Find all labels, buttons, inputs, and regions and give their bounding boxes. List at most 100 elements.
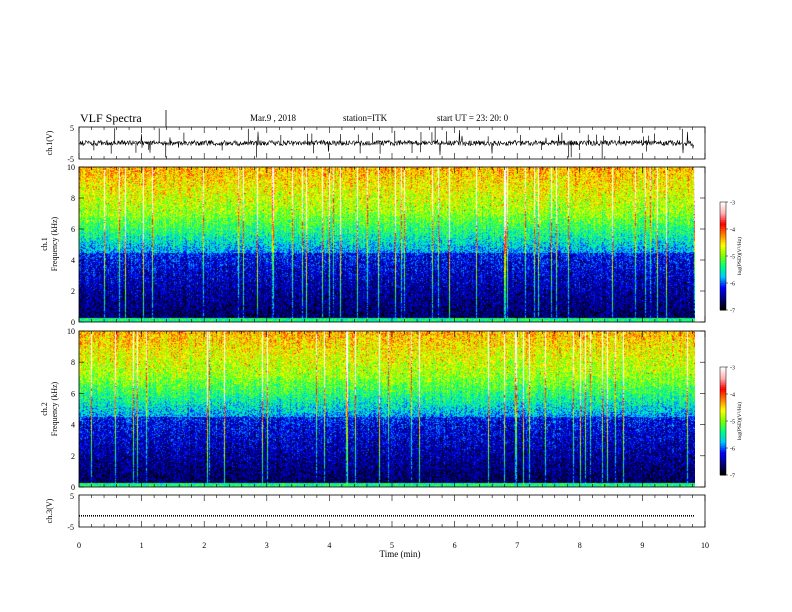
x-tick-label: 9: [640, 541, 644, 550]
colorbar-swatch: [720, 265, 726, 268]
x-tick-label: 5: [390, 541, 394, 550]
ch1-spectrogram-panel: 10 8 6 4 2 0 ch.1 Frequency (kHz): [40, 163, 706, 327]
colorbar-swatch: [720, 229, 726, 232]
colorbar-tick-label: -6: [730, 282, 735, 288]
x-axis-label: Time (min): [380, 549, 421, 559]
colorbar-swatch: [720, 293, 726, 297]
colorbar-swatch: [720, 279, 726, 282]
colorbar-swatch: [720, 234, 726, 237]
figure-title: VLF Spectra: [80, 111, 142, 125]
colorbar-swatch: [720, 241, 726, 244]
x-tick-label: 2: [202, 541, 206, 550]
colorbar-swatch: [720, 446, 726, 449]
ch2-spectrogram-panel: 10 8 6 4 2 0 ch.2 Frequency (kHz): [40, 327, 706, 492]
colorbar-swatch: [720, 372, 726, 375]
colorbar-tick-label: -4: [730, 228, 735, 234]
colorbar-swatch: [720, 471, 726, 474]
colorbar-swatch: [720, 410, 726, 413]
colorbar-swatch: [720, 426, 726, 429]
colorbar-tick-label: -5: [730, 255, 735, 261]
colorbar-swatch: [720, 227, 726, 230]
y-tick-label: 0: [71, 483, 75, 492]
colorbar-label: log(PSD)(V²/Hz): [736, 237, 743, 275]
colorbar-swatch: [720, 221, 726, 225]
colorbar-swatch: [720, 202, 726, 205]
colorbar-swatch: [720, 381, 726, 384]
colorbar-swatch: [720, 232, 726, 235]
colorbar-swatch: [720, 207, 726, 210]
colorbar-swatch: [720, 223, 726, 226]
colorbar-swatch: [720, 457, 726, 460]
x-tick-label: 1: [140, 541, 144, 550]
x-tick-label: 0: [77, 541, 81, 550]
x-tick-label: 6: [453, 541, 457, 550]
colorbar-tick-label: -4: [730, 393, 735, 399]
ch2-spec-yticks: 10 8 6 4 2 0: [67, 327, 705, 492]
x-tick-label: 4: [327, 541, 331, 550]
colorbar-swatch: [720, 216, 726, 219]
colorbar-swatch: [720, 386, 726, 390]
colorbar-tick-label: -3: [730, 366, 735, 372]
colorbar-swatch: [720, 256, 726, 259]
colorbar-swatch: [720, 431, 726, 435]
colorbar-swatch: [720, 290, 726, 293]
ch2-spec-ylabel-1: ch.2: [40, 402, 49, 416]
colorbar-swatch: [720, 203, 726, 207]
colorbar-swatch: [720, 435, 726, 438]
colorbar-swatch: [720, 395, 726, 399]
y-tick-label: 8: [71, 358, 75, 367]
colorbar-swatch: [720, 259, 726, 262]
colorbar-swatch: [720, 302, 726, 306]
ch3-wave-tick-bottom: -5: [67, 523, 74, 532]
colorbar-swatch: [720, 406, 726, 409]
colorbar-swatch: [720, 245, 726, 248]
colorbar-swatch: [720, 218, 726, 221]
colorbar-swatch: [720, 469, 726, 472]
colorbar-swatch: [720, 451, 726, 454]
ch3-waveform-panel: 5 -5 ch.3(V): [45, 492, 706, 532]
colorbar-swatch: [720, 368, 726, 372]
y-tick-label: 10: [67, 327, 75, 336]
ch1-waveform-trace: [78, 127, 695, 159]
colorbar-swatch: [720, 453, 726, 456]
colorbar-swatch: [720, 422, 726, 426]
colorbar-swatch: [720, 466, 726, 469]
colorbar-swatch: [720, 439, 726, 442]
y-tick-label: 4: [71, 421, 75, 430]
colorbar-swatch: [720, 460, 726, 463]
colorbar-swatch: [720, 304, 726, 307]
colorbar-swatch: [720, 442, 726, 445]
y-tick-label: 0: [71, 318, 75, 327]
colorbar-swatch: [720, 277, 726, 280]
date-label: Mar.9 , 2018: [250, 113, 296, 123]
colorbar-swatch: [720, 211, 726, 214]
colorbar-swatch: [720, 458, 726, 462]
colorbar-swatch: [720, 462, 726, 465]
colorbar-swatch: [720, 270, 726, 273]
colorbar-swatch: [720, 424, 726, 427]
colorbar-swatch: [720, 205, 726, 208]
colorbar-swatch: [720, 413, 726, 417]
ch2-spectrogram-image: [79, 331, 695, 487]
colorbar-swatch: [720, 214, 726, 217]
colorbar-swatch: [720, 272, 726, 275]
colorbar-swatch: [720, 308, 726, 311]
colorbar-swatch: [720, 437, 726, 440]
colorbar-swatch: [720, 292, 726, 295]
y-tick-label: 8: [71, 194, 75, 203]
colorbar-swatch: [720, 212, 726, 216]
colorbar-swatch: [720, 430, 726, 433]
colorbar-swatch: [720, 243, 726, 246]
colorbar-swatch: [720, 252, 726, 255]
ch1-colorbar: -3 -4 -5 -6 -7 log(PSD)(V²/Hz): [719, 201, 743, 315]
colorbar-swatch: [720, 464, 726, 467]
colorbar-swatch: [720, 238, 726, 241]
x-tick-label: 7: [515, 541, 519, 550]
colorbar-swatch: [720, 284, 726, 288]
ch1-spec-ylabel-2: Frequency (kHz): [50, 216, 59, 271]
colorbar-swatch: [720, 379, 726, 382]
colorbar-swatch: [720, 428, 726, 431]
colorbar-swatch: [720, 408, 726, 411]
colorbar-swatch: [720, 399, 726, 402]
ch1-waveform-panel: 5 -5 ch.1(V): [45, 124, 706, 164]
